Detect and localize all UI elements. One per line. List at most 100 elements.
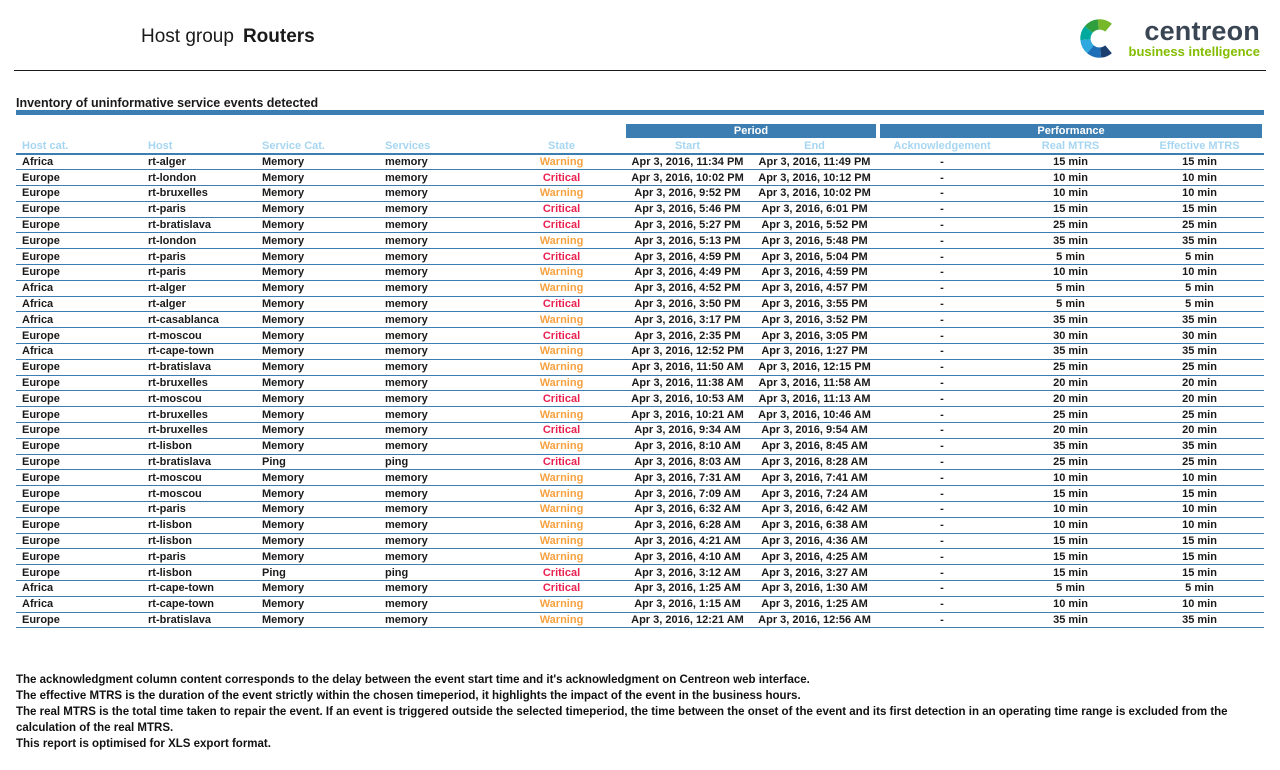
- cell-real-mtrs: 35 min: [1006, 612, 1136, 629]
- cell-host: rt-bruxelles: [142, 422, 256, 439]
- cell-end: Apr 3, 2016, 6:42 AM: [751, 501, 879, 518]
- table-row: Europe rt-bratislava Memory memory Warni…: [16, 359, 1265, 376]
- cell-services: memory: [379, 280, 499, 297]
- cell-host-cat: Europe: [16, 564, 142, 582]
- cell-host: rt-lisbon: [142, 438, 256, 455]
- cell-services: memory: [379, 406, 499, 424]
- cell-host-cat: Europe: [16, 612, 142, 629]
- cell-host-cat: Africa: [16, 280, 142, 297]
- cell-host-cat: Europe: [16, 517, 142, 534]
- table-row: Africa rt-alger Memory memory Warning Ap…: [16, 154, 1265, 171]
- cell-state: Critical: [499, 217, 624, 234]
- cell-real-mtrs: 25 min: [1006, 359, 1136, 376]
- cell-effective-mtrs: 15 min: [1135, 485, 1265, 503]
- cell-effective-mtrs: 5 min: [1135, 580, 1265, 597]
- cell-acknowledgement: -: [878, 454, 1007, 471]
- cell-host: rt-alger: [142, 154, 256, 171]
- cell-real-mtrs: 10 min: [1006, 264, 1136, 281]
- table-row: Europe rt-paris Memory memory Critical A…: [16, 248, 1265, 266]
- footnote-line: The real MTRS is the total time taken to…: [16, 706, 1228, 734]
- cell-effective-mtrs: 15 min: [1135, 533, 1265, 550]
- cell-acknowledgement: -: [878, 485, 1007, 503]
- cell-host: rt-cape-town: [142, 580, 256, 597]
- cell-real-mtrs: 20 min: [1006, 422, 1136, 439]
- table-row: Europe rt-paris Memory memory Warning Ap…: [16, 501, 1265, 518]
- cell-host-cat: Europe: [16, 185, 142, 202]
- cell-service-cat: Memory: [256, 248, 379, 266]
- cell-service-cat: Memory: [256, 154, 379, 171]
- cell-start: Apr 3, 2016, 10:02 PM: [624, 169, 751, 187]
- cell-start: Apr 3, 2016, 6:32 AM: [624, 501, 751, 518]
- cell-acknowledgement: -: [878, 280, 1007, 297]
- group-header-period: Period: [624, 124, 878, 138]
- cell-effective-mtrs: 5 min: [1135, 296, 1265, 313]
- cell-real-mtrs: 35 min: [1006, 311, 1136, 329]
- table-row: Europe rt-london Memory memory Critical …: [16, 169, 1265, 187]
- cell-services: memory: [379, 311, 499, 329]
- cell-end: Apr 3, 2016, 3:52 PM: [751, 311, 879, 329]
- cell-real-mtrs: 10 min: [1006, 596, 1136, 613]
- cell-start: Apr 3, 2016, 4:21 AM: [624, 533, 751, 550]
- cell-acknowledgement: -: [878, 422, 1007, 439]
- cell-state: Warning: [499, 264, 624, 281]
- table-group-header-row: Period Performance: [16, 124, 1264, 138]
- cell-start: Apr 3, 2016, 4:52 PM: [624, 280, 751, 297]
- section-title: Inventory of uninformative service event…: [16, 96, 319, 110]
- cell-service-cat: Memory: [256, 485, 379, 503]
- table-row: Europe rt-bruxelles Memory memory Warnin…: [16, 375, 1265, 392]
- cell-state: Warning: [499, 185, 624, 202]
- cell-services: ping: [379, 454, 499, 471]
- cell-host: rt-paris: [142, 264, 256, 281]
- cell-host-cat: Europe: [16, 327, 142, 345]
- cell-real-mtrs: 30 min: [1006, 327, 1136, 345]
- cell-host-cat: Africa: [16, 596, 142, 613]
- cell-services: memory: [379, 201, 499, 218]
- cell-host-cat: Europe: [16, 469, 142, 487]
- footnotes: The acknowledgment column content corres…: [16, 672, 1264, 752]
- cell-service-cat: Memory: [256, 517, 379, 534]
- cell-state: Critical: [499, 564, 624, 582]
- cell-service-cat: Memory: [256, 438, 379, 455]
- logo-text: centreon business intelligence: [1129, 17, 1261, 59]
- page-title: Host group Routers: [141, 26, 315, 48]
- cell-end: Apr 3, 2016, 5:04 PM: [751, 248, 879, 266]
- cell-acknowledgement: -: [878, 580, 1007, 597]
- cell-state: Warning: [499, 154, 624, 171]
- cell-state: Critical: [499, 169, 624, 187]
- cell-effective-mtrs: 15 min: [1135, 548, 1265, 566]
- cell-start: Apr 3, 2016, 9:34 AM: [624, 422, 751, 439]
- cell-host-cat: Europe: [16, 169, 142, 187]
- cell-end: Apr 3, 2016, 12:15 PM: [751, 359, 879, 376]
- cell-real-mtrs: 15 min: [1006, 533, 1136, 550]
- cell-effective-mtrs: 10 min: [1135, 185, 1265, 202]
- cell-start: Apr 3, 2016, 5:27 PM: [624, 217, 751, 234]
- cell-service-cat: Ping: [256, 564, 379, 582]
- table-row: Europe rt-moscou Memory memory Warning A…: [16, 485, 1265, 503]
- cell-state: Warning: [499, 469, 624, 487]
- cell-state: Critical: [499, 201, 624, 218]
- cell-state: Critical: [499, 580, 624, 597]
- cell-services: memory: [379, 485, 499, 503]
- cell-host-cat: Africa: [16, 343, 142, 360]
- table-row: Europe rt-lisbon Memory memory Warning A…: [16, 438, 1265, 455]
- table-row: Europe rt-lisbon Ping ping Critical Apr …: [16, 564, 1265, 582]
- cell-service-cat: Memory: [256, 469, 379, 487]
- cell-host: rt-moscou: [142, 469, 256, 487]
- centreon-logo: centreon business intelligence: [1077, 16, 1261, 61]
- cell-services: memory: [379, 343, 499, 360]
- cell-state: Warning: [499, 375, 624, 392]
- cell-host: rt-bruxelles: [142, 375, 256, 392]
- cell-service-cat: Memory: [256, 533, 379, 550]
- cell-real-mtrs: 15 min: [1006, 548, 1136, 566]
- cell-services: memory: [379, 296, 499, 313]
- cell-start: Apr 3, 2016, 1:25 AM: [624, 580, 751, 597]
- cell-real-mtrs: 15 min: [1006, 201, 1136, 218]
- cell-host-cat: Africa: [16, 311, 142, 329]
- cell-service-cat: Memory: [256, 232, 379, 250]
- cell-host: rt-paris: [142, 501, 256, 518]
- cell-end: Apr 3, 2016, 7:24 AM: [751, 485, 879, 503]
- cell-state: Warning: [499, 280, 624, 297]
- cell-start: Apr 3, 2016, 2:35 PM: [624, 327, 751, 345]
- cell-end: Apr 3, 2016, 3:05 PM: [751, 327, 879, 345]
- cell-host: rt-paris: [142, 201, 256, 218]
